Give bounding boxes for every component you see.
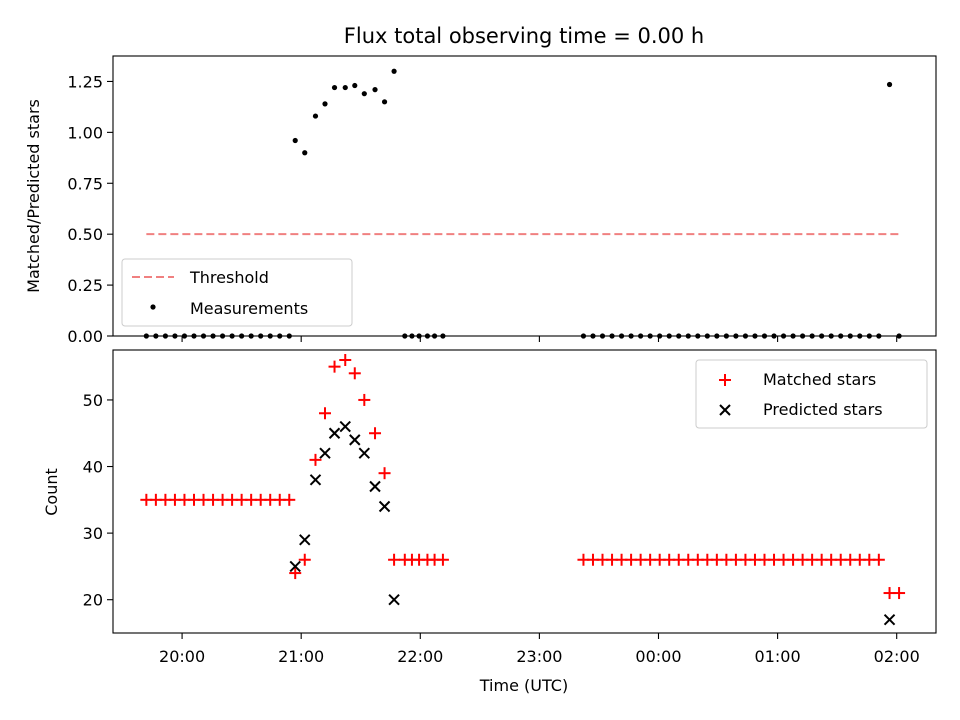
predicted-star-point: [319, 447, 331, 459]
bottom-x-tick-label: 21:00: [278, 647, 324, 666]
predicted-star-point: [299, 534, 311, 546]
top-y-tick-labels: 0.00 0.25 0.50 0.75 1.00 1.25: [67, 72, 103, 346]
bottom-y-tick-labels: 20 30 40 50: [83, 391, 103, 610]
top-y-tick-label: 0.00: [67, 327, 103, 346]
matched-star-point: [348, 367, 361, 380]
bottom-x-tick-label: 00:00: [635, 647, 681, 666]
predicted-stars-points: [289, 420, 896, 626]
bottom-x-tick-labels: 20:00 21:00 22:00 23:00 00:00 01:00 02:00: [159, 647, 920, 666]
bottom-x-tick-label: 02:00: [874, 647, 920, 666]
top-axes-frame: [112, 55, 937, 337]
top-legend-box: [121, 258, 353, 327]
matched-star-point: [872, 553, 885, 566]
bottom-legend: Matched stars Predicted stars: [695, 359, 928, 429]
matched-star-point: [339, 353, 352, 366]
bottom-axes-frame: [112, 349, 937, 634]
measurement-point: [886, 81, 893, 88]
matched-star-point: [328, 360, 341, 373]
measurement-points: [143, 68, 902, 339]
legend-matched-label: Matched stars: [763, 370, 876, 389]
predicted-star-point: [883, 613, 896, 626]
top-y-axis-label: Matched/Predicted stars: [24, 99, 43, 293]
bottom-x-tick-label: 20:00: [159, 647, 205, 666]
predicted-star-point: [358, 447, 371, 459]
matched-star-point: [283, 493, 296, 506]
matched-star-point: [289, 567, 302, 580]
measurement-point: [322, 101, 328, 107]
matched-star-point: [309, 453, 322, 466]
measurement-point: [331, 84, 338, 91]
measurement-point: [391, 68, 397, 74]
measurement-point: [292, 137, 298, 144]
bottom-x-tick-label: 22:00: [397, 647, 443, 666]
legend-matched-swatch: [719, 374, 731, 386]
top-y-tick-label: 1.00: [67, 123, 103, 142]
matched-star-point: [298, 553, 311, 566]
top-y-ticks: [107, 80, 113, 337]
measurement-point: [352, 82, 358, 89]
legend-predicted-swatch: [719, 404, 731, 416]
bottom-x-tick-label: 23:00: [516, 647, 562, 666]
bottom-y-tick-label: 40: [83, 458, 103, 477]
bottom-y-ticks: [107, 399, 113, 601]
legend-threshold-label: Threshold: [189, 268, 269, 287]
measurement-point: [361, 91, 367, 97]
matched-star-point: [388, 553, 401, 566]
matched-star-point: [369, 427, 382, 440]
measurement-point: [312, 113, 319, 119]
top-y-tick-label: 0.75: [67, 174, 103, 193]
predicted-star-point: [309, 474, 322, 486]
matched-star-point: [378, 467, 391, 480]
predicted-star-point: [349, 434, 361, 446]
bottom-y-tick-label: 20: [83, 591, 103, 610]
bottom-y-axis-label: Count: [42, 468, 61, 516]
measurement-point: [372, 87, 378, 93]
measurement-point: [381, 99, 388, 105]
predicted-star-point: [339, 420, 351, 433]
predicted-star-point: [388, 593, 400, 606]
top-chart: Flux total observing time = 0.00 h 0.000…: [24, 24, 937, 346]
bottom-x-ticks: [181, 633, 898, 639]
predicted-star-point: [289, 560, 301, 573]
matched-star-point: [358, 393, 371, 406]
matched-star-point: [319, 407, 332, 420]
top-chart-title: Flux total observing time = 0.00 h: [344, 24, 704, 48]
bottom-chart: 20 30 40 50 20:00 21:00 22:00 23:00 00:00 01:00 0…: [42, 349, 937, 695]
x-axis-label: Time (UTC): [479, 676, 568, 695]
legend-measurements-label: Measurements: [190, 299, 308, 318]
bottom-y-tick-label: 30: [83, 524, 103, 543]
bottom-legend-box: [695, 359, 928, 429]
measurement-point: [302, 150, 308, 156]
measurement-point: [342, 84, 348, 91]
bottom-y-tick-label: 50: [83, 391, 103, 410]
matched-stars-points: [140, 353, 906, 600]
legend-measurements-swatch: [150, 304, 156, 310]
matched-star-point: [893, 587, 906, 600]
predicted-star-point: [328, 427, 341, 439]
predicted-star-point: [369, 480, 381, 493]
matched-star-point: [436, 553, 449, 566]
top-y-tick-label: 0.25: [67, 276, 103, 295]
top-y-tick-label: 1.25: [67, 72, 103, 91]
top-y-tick-label: 0.50: [67, 225, 103, 244]
top-legend: Threshold Measurements: [121, 258, 353, 327]
legend-predicted-label: Predicted stars: [763, 400, 883, 419]
predicted-star-point: [378, 500, 391, 513]
bottom-x-tick-label: 01:00: [755, 647, 801, 666]
